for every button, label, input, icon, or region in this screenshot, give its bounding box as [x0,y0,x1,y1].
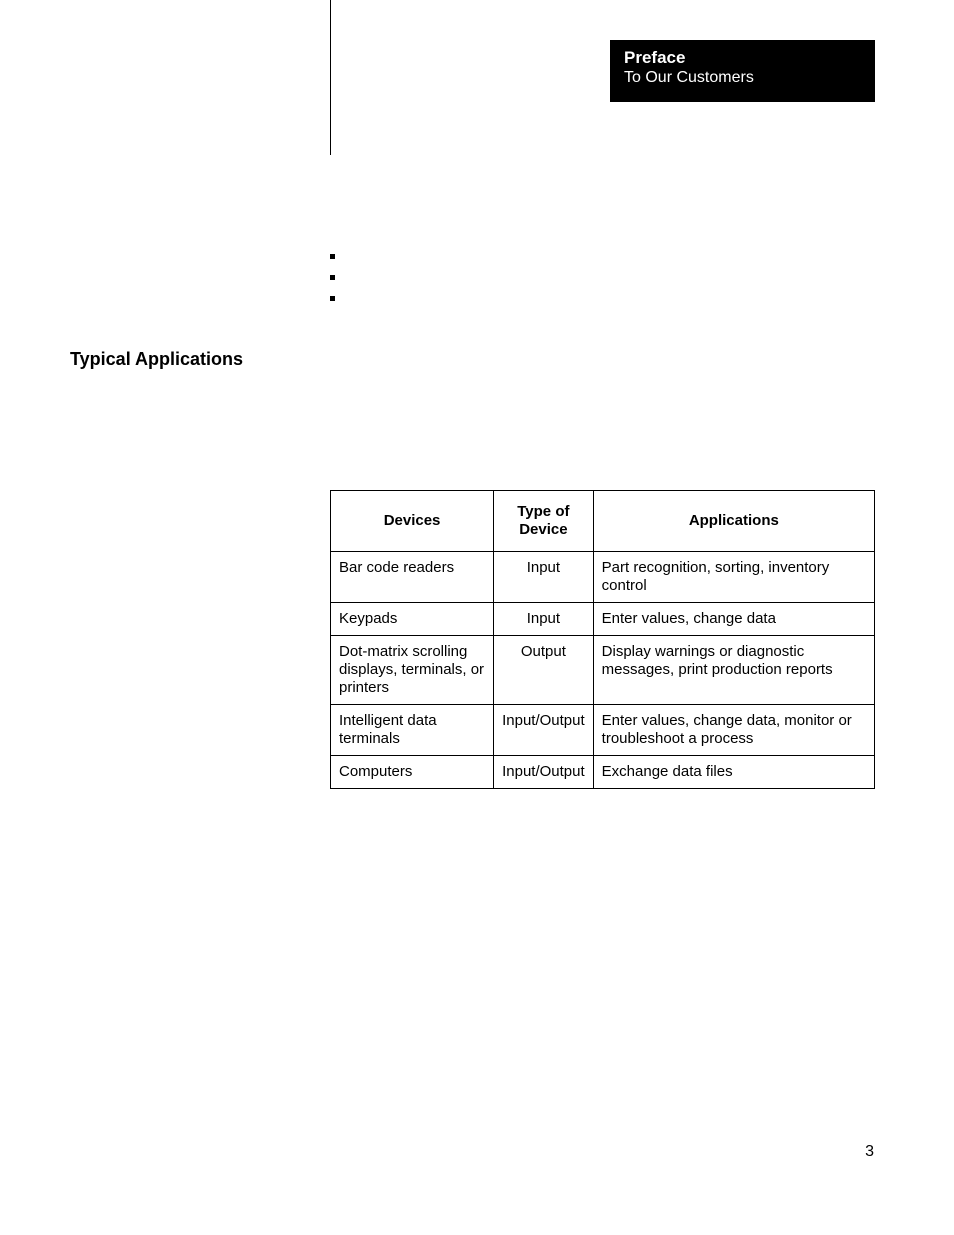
applications-table-wrap: Devices Type of Device Applications Bar … [330,490,875,789]
table-header-applications: Applications [593,491,874,552]
bullet-icon [330,275,335,280]
cell-type: Input [494,603,594,636]
cell-device: Keypads [331,603,494,636]
cell-application: Exchange data files [593,756,874,789]
cell-application: Enter values, change data [593,603,874,636]
page-number: 3 [865,1143,874,1161]
cell-type: Output [494,636,594,705]
applications-table: Devices Type of Device Applications Bar … [330,490,875,789]
bullet-list [330,254,335,317]
bullet-icon [330,296,335,301]
table-row: Keypads Input Enter values, change data [331,603,875,636]
table-header-row: Devices Type of Device Applications [331,491,875,552]
cell-application: Display warnings or diagnostic messages,… [593,636,874,705]
cell-device: Dot-matrix scrolling displays, terminals… [331,636,494,705]
preface-box: Preface To Our Customers [610,40,875,102]
cell-application: Enter values, change data, monitor or tr… [593,705,874,756]
cell-device: Intelligent data terminals [331,705,494,756]
table-row: Dot-matrix scrolling displays, terminals… [331,636,875,705]
bullet-icon [330,254,335,259]
page-root: Preface To Our Customers Typical Applica… [0,0,954,1235]
table-row: Intelligent data terminals Input/Output … [331,705,875,756]
table-header-devices: Devices [331,491,494,552]
table-row: Bar code readers Input Part recognition,… [331,552,875,603]
section-heading: Typical Applications [70,349,243,370]
cell-application: Part recognition, sorting, inventory con… [593,552,874,603]
cell-type: Input/Output [494,756,594,789]
cell-type: Input [494,552,594,603]
vertical-rule [330,0,331,155]
cell-device: Bar code readers [331,552,494,603]
table-row: Computers Input/Output Exchange data fil… [331,756,875,789]
cell-device: Computers [331,756,494,789]
preface-title: Preface [624,48,861,68]
preface-subtitle: To Our Customers [624,68,861,87]
cell-type: Input/Output [494,705,594,756]
table-header-type: Type of Device [494,491,594,552]
